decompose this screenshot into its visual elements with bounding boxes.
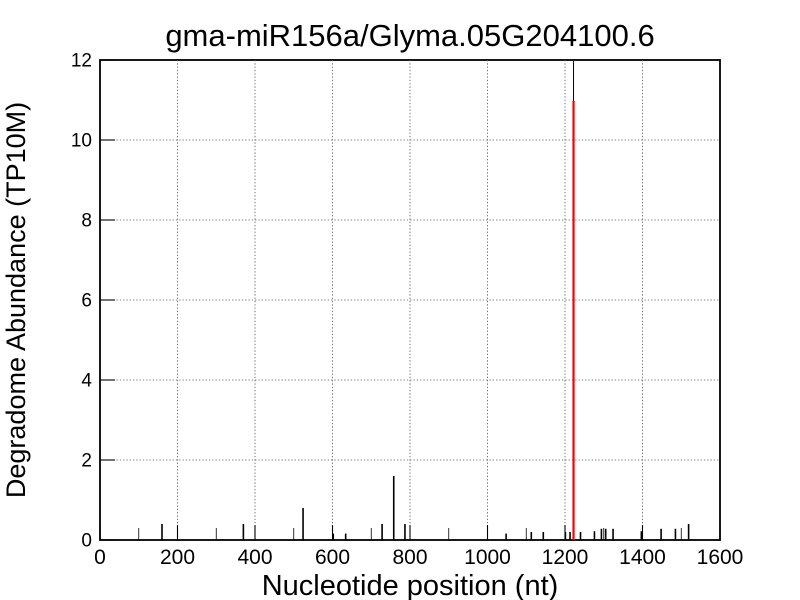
svg-text:gma-miR156a/Glyma.05G204100.6: gma-miR156a/Glyma.05G204100.6	[165, 18, 654, 53]
svg-text:Degradome Abundance (TP10M): Degradome Abundance (TP10M)	[1, 102, 31, 498]
svg-text:12: 12	[71, 51, 92, 72]
svg-text:200: 200	[160, 546, 195, 569]
svg-text:0: 0	[81, 531, 92, 552]
svg-text:1200: 1200	[542, 546, 589, 569]
svg-text:400: 400	[237, 546, 272, 569]
svg-text:1400: 1400	[619, 546, 666, 569]
svg-text:1000: 1000	[464, 546, 511, 569]
svg-text:Nucleotide position (nt): Nucleotide position (nt)	[262, 570, 559, 600]
svg-text:0: 0	[94, 546, 106, 569]
svg-text:1600: 1600	[697, 546, 744, 569]
svg-text:2: 2	[81, 451, 92, 472]
svg-text:600: 600	[315, 546, 350, 569]
svg-text:10: 10	[71, 131, 92, 152]
svg-text:6: 6	[81, 291, 92, 312]
svg-text:4: 4	[81, 371, 92, 392]
svg-text:8: 8	[81, 211, 92, 232]
svg-text:800: 800	[392, 546, 427, 569]
